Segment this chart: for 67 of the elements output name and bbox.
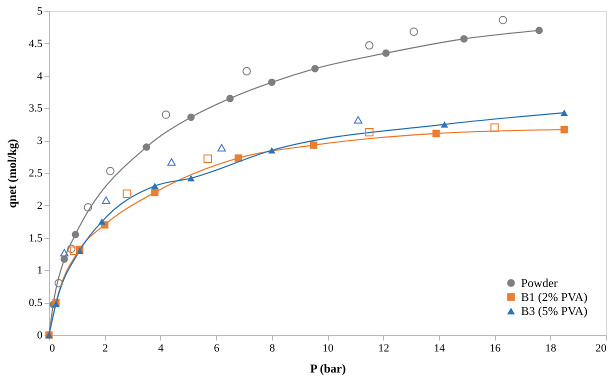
y-tick-label: 4	[37, 70, 43, 82]
legend-label: B1 (2% PVA)	[521, 290, 588, 304]
point	[310, 141, 318, 149]
y-tick-label: 2	[37, 200, 42, 212]
legend-label: B3 (5% PVA)	[521, 304, 588, 318]
x-tick-label: 16	[490, 342, 502, 354]
point	[226, 94, 234, 102]
point	[187, 174, 195, 182]
point	[106, 166, 114, 176]
point	[67, 244, 76, 254]
point	[204, 154, 212, 163]
point	[122, 190, 132, 198]
point	[535, 26, 543, 34]
point	[490, 123, 499, 132]
point	[365, 41, 374, 50]
point	[151, 182, 159, 190]
point	[311, 64, 319, 72]
x-axis-title: P (bar)	[310, 362, 346, 376]
x-tick-label: 6	[214, 342, 220, 354]
y-tick-label: 4.5	[28, 38, 43, 50]
point	[187, 114, 195, 121]
point	[268, 78, 276, 86]
y-tick-label: 1	[37, 264, 42, 277]
point	[162, 110, 170, 119]
point	[560, 110, 568, 116]
point	[354, 116, 362, 124]
y-tick-label: 5	[37, 6, 43, 18]
point	[102, 196, 110, 204]
point	[98, 218, 106, 225]
point	[365, 128, 374, 136]
point	[72, 230, 80, 238]
y-tick-label: 1.5	[28, 232, 43, 244]
x-tick-label: 12	[378, 342, 390, 354]
x-tick-label: 10	[322, 342, 334, 354]
point	[268, 147, 276, 154]
point	[60, 248, 69, 256]
point	[70, 246, 78, 255]
x-tick-label: 20	[596, 342, 607, 354]
x-tick-label: 18	[545, 342, 557, 354]
point	[410, 28, 418, 36]
point	[460, 35, 468, 43]
y-tick-label: 0	[37, 330, 43, 342]
point	[432, 130, 440, 138]
y-tick-label: 3	[37, 135, 43, 148]
point	[217, 144, 226, 152]
point	[54, 278, 63, 288]
x-tick-label: 14	[434, 342, 446, 354]
y-tick-label: 0.5	[28, 297, 43, 310]
y-axis-title: qnet (mol/kg)	[4, 138, 19, 208]
point	[234, 154, 242, 162]
x-tick-label: 2	[102, 342, 108, 354]
point	[382, 49, 390, 57]
point	[498, 16, 508, 24]
y-tick-label: 2.5	[28, 168, 43, 180]
x-tick-label: 0	[50, 342, 56, 354]
x-tick-label: 4	[158, 342, 164, 354]
point	[60, 255, 68, 263]
point	[151, 188, 159, 196]
point	[167, 158, 176, 166]
point	[142, 143, 150, 151]
legend-label: Powder	[521, 276, 558, 290]
point	[560, 126, 568, 134]
y-tick-label: 3.5	[28, 102, 43, 115]
x-tick-label: 8	[270, 342, 276, 354]
point	[84, 203, 92, 212]
point	[440, 121, 448, 128]
point	[242, 67, 251, 76]
